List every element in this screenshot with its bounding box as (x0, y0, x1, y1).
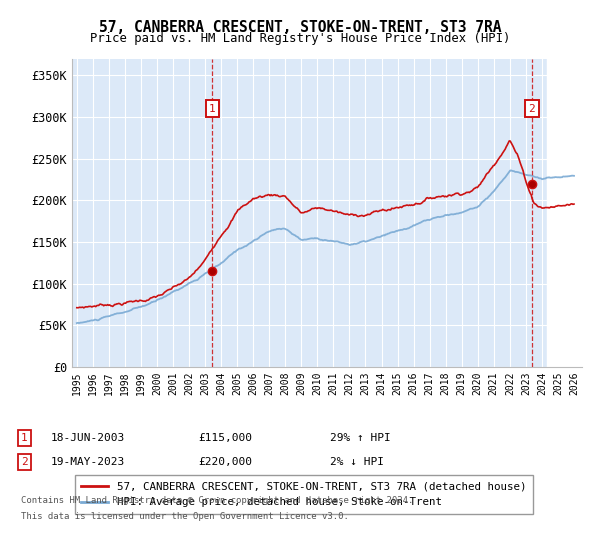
Text: £115,000: £115,000 (198, 433, 252, 443)
Text: £220,000: £220,000 (198, 457, 252, 467)
Text: This data is licensed under the Open Government Licence v3.0.: This data is licensed under the Open Gov… (21, 512, 349, 521)
Text: 1: 1 (21, 433, 28, 443)
Text: 29% ↑ HPI: 29% ↑ HPI (330, 433, 391, 443)
Legend: 57, CANBERRA CRESCENT, STOKE-ON-TRENT, ST3 7RA (detached house), HPI: Average pr: 57, CANBERRA CRESCENT, STOKE-ON-TRENT, S… (75, 475, 533, 514)
Bar (72, 59, 547, 367)
Text: 2: 2 (529, 104, 535, 114)
Text: 2% ↓ HPI: 2% ↓ HPI (330, 457, 384, 467)
Text: 2: 2 (21, 457, 28, 467)
Text: 19-MAY-2023: 19-MAY-2023 (51, 457, 125, 467)
Bar (547, 59, 598, 367)
Text: Price paid vs. HM Land Registry's House Price Index (HPI): Price paid vs. HM Land Registry's House … (90, 32, 510, 45)
Text: 57, CANBERRA CRESCENT, STOKE-ON-TRENT, ST3 7RA: 57, CANBERRA CRESCENT, STOKE-ON-TRENT, S… (99, 20, 501, 35)
Text: 1: 1 (209, 104, 216, 114)
Text: 18-JUN-2003: 18-JUN-2003 (51, 433, 125, 443)
Text: Contains HM Land Registry data © Crown copyright and database right 2024.: Contains HM Land Registry data © Crown c… (21, 496, 413, 505)
